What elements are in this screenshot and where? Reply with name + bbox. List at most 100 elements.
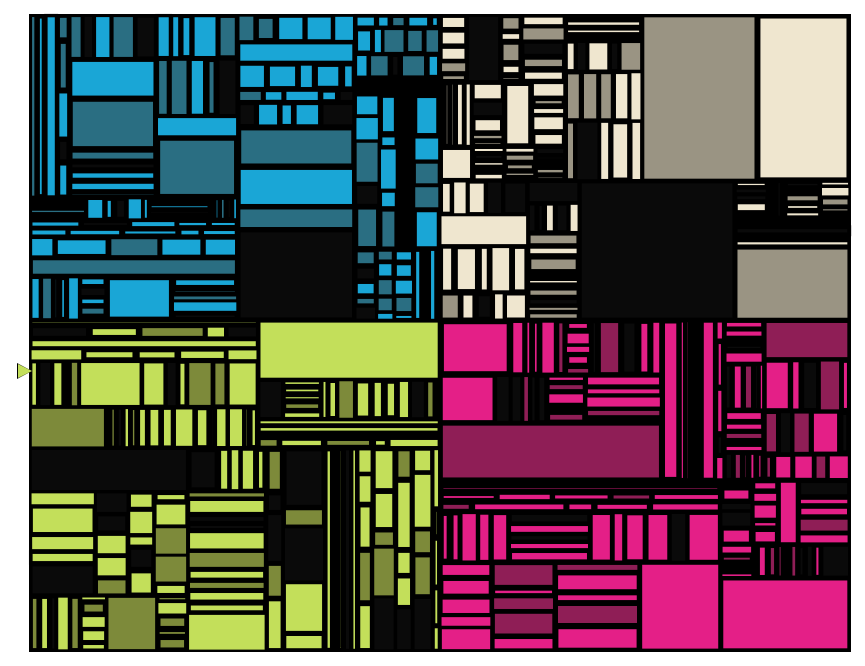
treemap-cell xyxy=(480,247,488,291)
treemap-cell xyxy=(786,182,819,187)
treemap-cell xyxy=(285,90,319,101)
treemap-cell xyxy=(356,55,368,77)
treemap-cell xyxy=(415,251,420,319)
treemap-cell xyxy=(474,162,503,165)
treemap-cell xyxy=(566,73,580,120)
treemap-cell xyxy=(32,363,37,406)
treemap-cell xyxy=(381,210,396,248)
treemap-cell xyxy=(568,355,589,364)
treemap-cell xyxy=(111,408,116,448)
treemap-cell xyxy=(31,278,40,319)
treemap-cell xyxy=(150,211,209,214)
treemap-cell xyxy=(425,29,439,53)
treemap-cell xyxy=(842,413,848,452)
treemap-cell xyxy=(268,600,282,649)
treemap-cell xyxy=(721,512,751,527)
treemap-cell xyxy=(523,43,563,55)
treemap-cell xyxy=(386,382,396,417)
treemap-cell xyxy=(775,456,792,479)
treemap-cell xyxy=(129,511,153,534)
treemap-cell xyxy=(791,360,800,410)
treemap-cell xyxy=(322,91,337,100)
treemap-cell xyxy=(80,287,106,296)
treemap-cell xyxy=(442,482,720,484)
treemap-cell xyxy=(31,321,257,324)
treemap-cell xyxy=(426,251,427,318)
treemap-cell xyxy=(587,376,661,386)
treemap-cell xyxy=(356,267,375,280)
treemap-cell xyxy=(188,614,265,650)
treemap-cell xyxy=(158,597,187,601)
treemap-cell xyxy=(82,644,105,650)
treemap-cell xyxy=(623,322,636,373)
treemap-cell xyxy=(257,450,264,490)
treemap-cell xyxy=(442,599,491,615)
treemap-cell xyxy=(398,95,400,248)
treemap-cell xyxy=(228,350,258,360)
treemap-cell xyxy=(206,326,225,338)
treemap-cell xyxy=(441,247,453,292)
treemap-cell xyxy=(357,30,372,52)
treemap-cell xyxy=(506,173,534,176)
treemap-cell xyxy=(329,382,336,417)
treemap-cell xyxy=(81,318,105,319)
treemap-cell xyxy=(189,604,265,613)
treemap-cell xyxy=(527,322,530,374)
treemap-cell xyxy=(441,376,495,422)
treemap-cell xyxy=(437,251,439,319)
treemap-cell xyxy=(794,456,812,479)
treemap-cell xyxy=(567,42,575,70)
treemap-cell xyxy=(267,564,283,598)
treemap-cell xyxy=(430,250,435,320)
treemap-cell xyxy=(71,163,155,169)
treemap-cell xyxy=(227,199,232,219)
treemap-cell xyxy=(537,177,563,180)
treemap-cell xyxy=(267,514,283,563)
treemap-cell xyxy=(339,90,354,101)
treemap-cell xyxy=(175,314,236,318)
treemap-cell xyxy=(734,453,741,479)
treemap-cell xyxy=(671,513,687,562)
treemap-cell xyxy=(493,638,554,650)
treemap-cell xyxy=(557,628,638,650)
treemap-cell xyxy=(549,413,584,421)
treemap-cell xyxy=(377,313,393,320)
treemap-cell xyxy=(725,321,763,328)
treemap-cell xyxy=(285,450,322,506)
treemap-cell xyxy=(736,218,850,219)
treemap-cell xyxy=(356,282,375,295)
treemap-cell xyxy=(215,199,219,220)
treemap-cell xyxy=(754,522,777,527)
treemap-cell xyxy=(600,73,613,121)
treemap-cell xyxy=(151,199,209,202)
treemap-cell xyxy=(494,589,554,594)
treemap-cell xyxy=(239,168,353,205)
treemap-cell xyxy=(434,539,438,586)
treemap-cell xyxy=(558,322,564,374)
treemap-cell xyxy=(53,362,63,406)
treemap-cell xyxy=(567,333,590,344)
treemap-cell xyxy=(334,16,354,41)
treemap-cell xyxy=(189,581,266,589)
treemap-cell xyxy=(397,577,412,606)
treemap-cell xyxy=(381,192,396,208)
treemap-cell xyxy=(71,193,156,197)
treemap-cell xyxy=(452,84,454,146)
treemap-cell xyxy=(722,529,751,543)
treemap-cell xyxy=(189,552,265,568)
treemap-cell xyxy=(523,58,563,67)
treemap-cell xyxy=(651,503,719,512)
treemap-cell xyxy=(786,195,819,202)
treemap-cell xyxy=(170,59,188,115)
treemap-cell xyxy=(284,396,320,401)
treemap-cell xyxy=(493,597,555,611)
treemap-cell xyxy=(814,546,820,577)
treemap-cell xyxy=(528,247,578,255)
treemap-cell xyxy=(722,482,750,485)
treemap-cell xyxy=(179,362,186,406)
treemap-cell xyxy=(190,571,265,579)
treemap-cell xyxy=(260,439,278,447)
treemap-cell xyxy=(577,42,587,71)
treemap-cell xyxy=(155,527,187,555)
treemap-cell xyxy=(239,208,354,228)
